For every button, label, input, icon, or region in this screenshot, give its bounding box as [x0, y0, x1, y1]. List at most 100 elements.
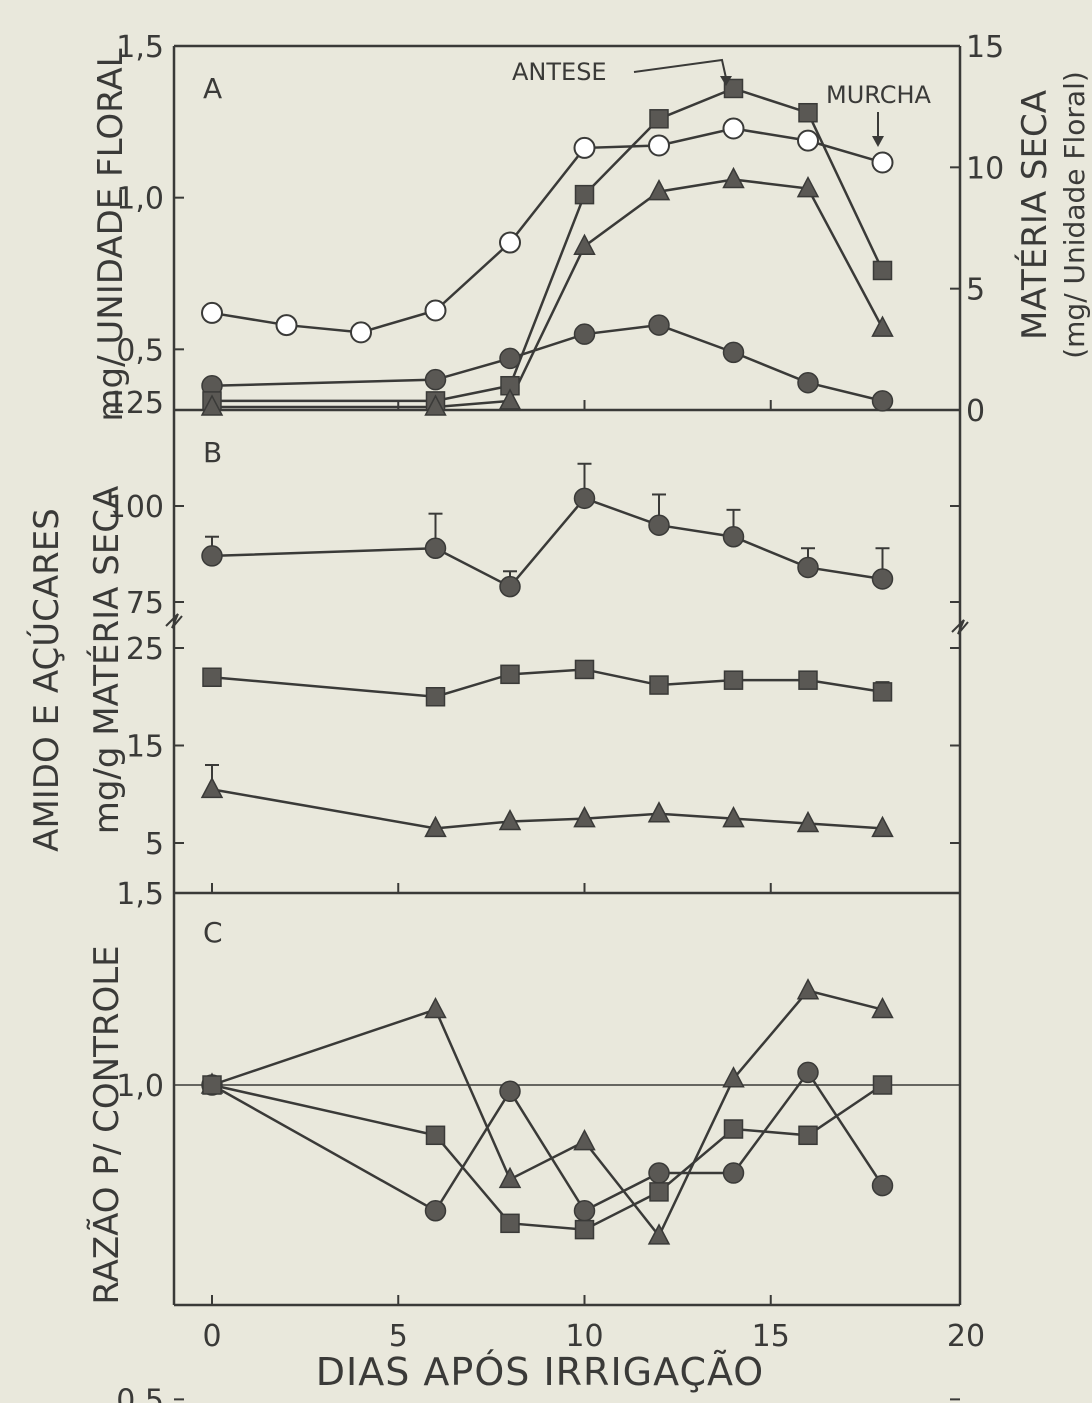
panel-c-letter: C	[203, 916, 223, 949]
circle-marker	[797, 371, 819, 394]
square-marker	[202, 667, 222, 687]
circle-marker	[722, 341, 745, 364]
y-tick-label-b-upper: 75	[126, 586, 164, 621]
circle-marker	[797, 556, 819, 579]
y-tick-label-b-lower: 1,5	[116, 877, 164, 912]
series-lines	[211, 87, 884, 1239]
square-marker	[649, 675, 669, 695]
x-tick-label: 20	[947, 1319, 985, 1354]
circle-marker	[424, 537, 447, 559]
circle-marker	[499, 1080, 521, 1103]
circle-marker	[424, 368, 447, 391]
triangle-marker	[424, 996, 447, 1019]
y-tick-label-a-right: 10	[966, 151, 1004, 186]
circle-marker	[573, 323, 596, 345]
triangle-marker	[796, 810, 820, 833]
panel-b-letter: B	[203, 436, 222, 469]
square-marker	[500, 1213, 520, 1234]
y-tick-label-c: 1,0	[116, 1069, 164, 1104]
y-tick-label-a-right: 15	[966, 30, 1004, 65]
open-circle-marker	[871, 151, 894, 174]
open-circle-marker	[275, 314, 298, 337]
circle-marker	[573, 1200, 596, 1222]
square-marker	[202, 1075, 222, 1095]
circle-marker	[797, 1061, 819, 1084]
y-tick-label-b-upper: 125	[107, 386, 164, 421]
y-tick-label-a: 1,5	[116, 30, 164, 65]
y-tick-label-a: 0,5	[116, 333, 164, 368]
panel-a-right-ylabel: MATÉRIA SECA	[1014, 90, 1055, 340]
y-tick-label-b-upper: 100	[107, 490, 164, 525]
y-tick-label-b-lower: 5	[145, 827, 164, 862]
panel-b-ylabel-units: mg/g MATÉRIA SECA	[86, 486, 127, 835]
circle-marker	[871, 1174, 894, 1197]
circle-marker	[648, 514, 670, 536]
square-marker	[574, 184, 595, 205]
panel-a-letter: A	[203, 72, 222, 105]
square-marker	[723, 78, 744, 99]
x-tick-label: 0	[202, 1319, 221, 1354]
open-circle-marker	[424, 299, 447, 322]
triangle-marker	[647, 1223, 671, 1245]
triangle-marker	[722, 1066, 745, 1088]
triangle-marker	[498, 388, 522, 410]
triangle-marker	[722, 806, 745, 828]
panel-c-ylabel: RAZÃO P/ CONTROLE	[87, 945, 127, 1304]
x-tick-label: 15	[752, 1319, 790, 1354]
y-tick-label-c: 0,5	[116, 1383, 164, 1403]
error-bars	[205, 462, 890, 790]
circle-marker	[648, 314, 670, 336]
panel-c-series-0-line	[211, 989, 883, 1239]
square-marker	[500, 664, 520, 685]
y-tick-label-a-right: 5	[966, 273, 985, 308]
open-circle-marker	[648, 134, 670, 157]
open-circle-marker	[499, 231, 521, 254]
panel-a-series-1-line	[211, 323, 883, 403]
square-marker	[649, 1182, 669, 1202]
open-circle-marker	[797, 129, 819, 152]
panel-a-series-3-line	[212, 178, 884, 409]
triangle-marker	[573, 806, 596, 828]
circle-marker	[499, 347, 521, 370]
square-marker	[649, 109, 669, 129]
triangle-marker	[200, 776, 224, 799]
circle-marker	[499, 575, 521, 598]
panel-a-series-2-line	[212, 87, 884, 403]
square-marker	[872, 1075, 893, 1095]
triangle-marker	[871, 315, 894, 337]
panel-b-series-0-line	[211, 496, 883, 589]
antese-annotation: ANTESE	[512, 58, 607, 86]
antese-arrow	[633, 58, 727, 79]
y-tick-label-a: 1,0	[116, 182, 164, 217]
square-marker	[723, 1119, 744, 1139]
triangle-marker	[200, 394, 224, 416]
panel-b-series-2-line	[211, 788, 883, 830]
murcha-arrowhead	[872, 136, 884, 147]
circle-marker	[573, 487, 596, 510]
triangle-marker	[498, 1166, 522, 1189]
panel-c-series-1-line	[211, 1070, 884, 1213]
circle-marker	[871, 568, 894, 590]
x-tick-label: 10	[565, 1319, 603, 1354]
panel-a-ylabel: mg/ UNIDADE FLORAL	[91, 48, 131, 421]
square-marker	[425, 1125, 446, 1146]
left-axis-break	[165, 613, 183, 629]
open-circle-marker	[573, 136, 596, 159]
open-circle-marker	[201, 301, 223, 324]
square-marker	[798, 670, 818, 690]
data-markers	[200, 78, 894, 1245]
circle-marker	[871, 390, 894, 412]
square-marker	[872, 260, 893, 281]
circle-marker	[201, 545, 223, 567]
tick-labels: 1,5 1,0 0,5 15 10 5 0 125 100 75 25 15 5 1,5 1,0 0,5 0 5 1…	[107, 30, 1004, 1403]
circle-marker	[722, 525, 745, 548]
triangle-marker	[647, 801, 671, 823]
triangle-marker	[424, 394, 447, 416]
panel-frames	[165, 44, 969, 1401]
antese-arrowhead	[720, 76, 732, 86]
panel-a-right-ylabel-units: (mg/ Unidade Floral)	[1058, 71, 1091, 359]
murcha-annotation: MURCHA	[826, 81, 932, 109]
y-tick-label-b-lower: 25	[126, 632, 164, 667]
square-marker	[872, 682, 893, 702]
